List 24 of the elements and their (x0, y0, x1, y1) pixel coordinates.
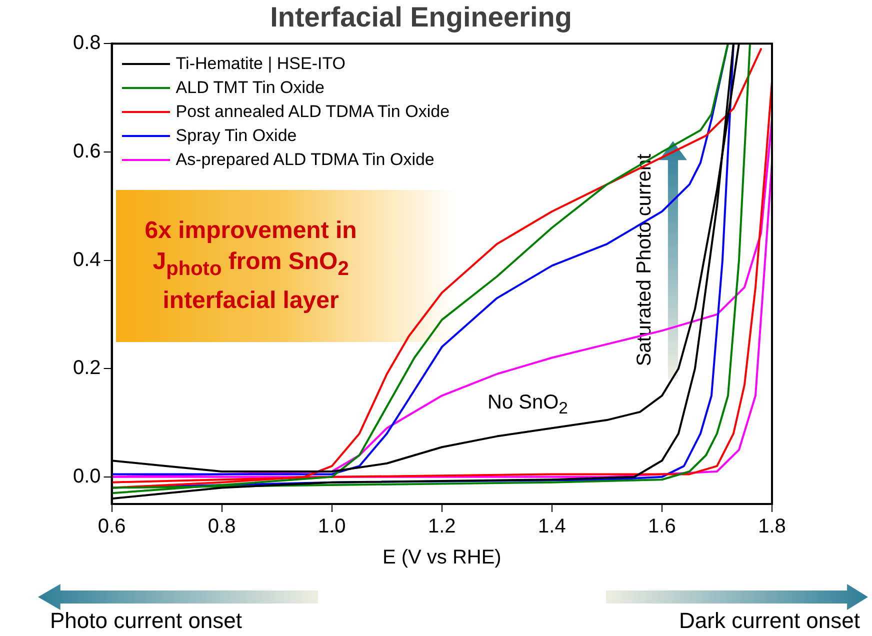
x-tick-label: 0.8 (208, 516, 236, 538)
x-tick-label: 1.6 (648, 516, 676, 538)
annotation: No SnO$_{2}$ (488, 392, 568, 418)
legend-label: Spray Tin Oxide (176, 124, 297, 147)
y-tick-label: 0.8 (72, 32, 101, 54)
annotation: Saturated Photo current (634, 154, 657, 366)
legend-label: Post annealed ALD TDMA Tin Oxide (176, 100, 450, 123)
x-tick-label: 1.2 (428, 516, 456, 538)
x-tick-label: 1.0 (318, 516, 346, 538)
y-tick-label: 0.6 (72, 140, 101, 162)
text: Photo current onset (50, 608, 242, 634)
x-tick-label: 1.4 (538, 516, 566, 538)
x-axis-title: E (V vs RHE) (382, 546, 502, 569)
text: Dark current onset (679, 608, 860, 634)
y-tick-label: 0.2 (72, 357, 101, 380)
y-tick-label: 0.0 (72, 465, 101, 488)
legend-label: Ti-Hematite | HSE-ITO (176, 52, 346, 75)
y-tick-label: 0.4 (72, 248, 101, 271)
annotation: 6x improvement in J$_{photo}$ from SnO$_{2}$ interfacial layer (144, 216, 358, 316)
x-tick-label: 1.8 (758, 516, 786, 538)
legend-label: As-prepared ALD TDMA Tin Oxide (176, 148, 434, 171)
x-tick-label: 0.6 (98, 516, 126, 538)
legend-label: ALD TMT Tin Oxide (176, 76, 324, 99)
chart-title: Interfacial Engineering (270, 2, 572, 33)
